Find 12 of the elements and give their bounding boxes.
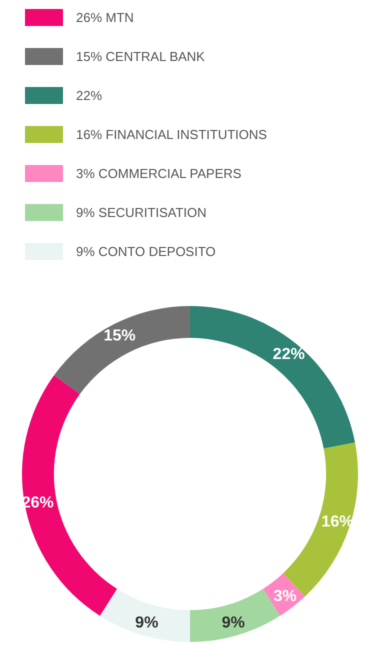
data-label: 9% <box>222 614 245 632</box>
legend-label: 26% MTN <box>76 10 134 25</box>
data-label: 3% <box>273 588 297 606</box>
data-label: 9% <box>135 614 158 632</box>
legend-label: 16% FINANCIAL INSTITUTIONS <box>76 127 268 142</box>
legend-label: 9% SECURITISATION <box>76 205 207 220</box>
text: 22% <box>76 88 102 103</box>
data-label: 15% <box>104 327 136 344</box>
legend-label: 9% CONTO DEPOSITO <box>76 244 216 259</box>
legend-label: 3% COMMERCIAL PAPERS <box>76 166 242 181</box>
legend-label: 15% CENTRAL BANK <box>76 49 206 64</box>
data-label: 22% <box>272 346 305 364</box>
